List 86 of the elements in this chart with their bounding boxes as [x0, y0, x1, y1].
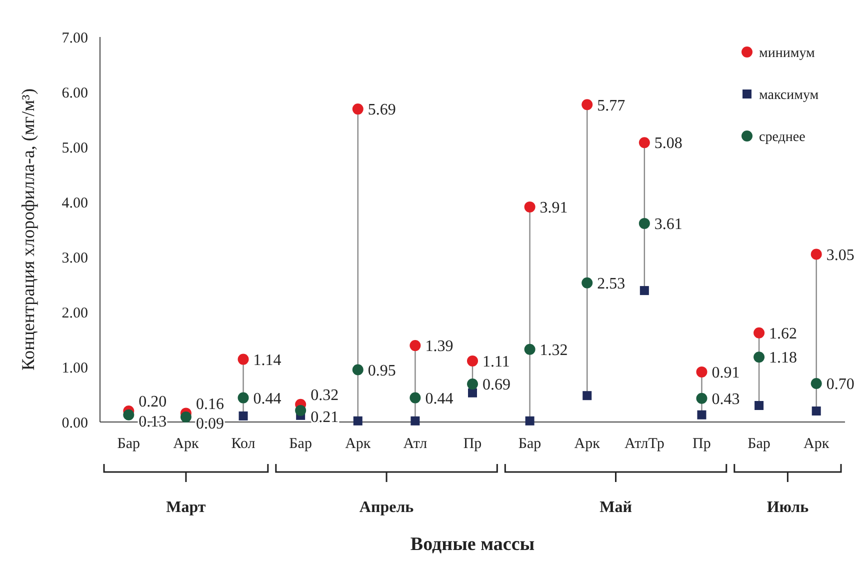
x-axis-title: Водные массы — [410, 534, 535, 555]
text: Апрель — [359, 499, 414, 516]
data-label: 0.32 — [310, 387, 339, 404]
data-label: 5.77 — [597, 97, 626, 114]
data-label: 0.44 — [253, 390, 282, 408]
y-tick-label: 1.00 — [62, 360, 88, 376]
point — [754, 327, 765, 338]
data-label: 5.08 — [654, 135, 682, 152]
text: Май — [600, 499, 632, 516]
point — [697, 410, 706, 420]
point — [524, 344, 536, 355]
x-tick-label: Пр — [692, 436, 711, 452]
y-tick-label: 7.00 — [62, 30, 88, 46]
x-tick-label: Атл — [403, 436, 428, 452]
point — [467, 378, 478, 390]
legend-label: среднее — [759, 130, 806, 145]
point — [468, 388, 477, 398]
x-tick-label: Бар — [748, 436, 770, 452]
point — [812, 406, 821, 416]
point — [238, 411, 248, 420]
point — [582, 391, 592, 400]
data-label: 3.61 — [654, 216, 682, 234]
x-tick-label: АтлТр — [624, 436, 664, 452]
point — [238, 354, 249, 365]
point — [410, 392, 421, 404]
data-label: 0.44 — [425, 390, 454, 408]
data-label: 1.39 — [425, 338, 454, 356]
point — [582, 99, 593, 110]
data-label: 0.20 — [138, 394, 167, 411]
data-label: 0.91 — [712, 364, 740, 382]
data-label: 0.43 — [712, 390, 740, 408]
point — [696, 392, 708, 404]
x-tick-label: Бар — [289, 436, 312, 452]
y-tick-label: 6.00 — [62, 85, 88, 102]
data-label: 3.05 — [826, 246, 854, 264]
x-tick-label: Кол — [231, 436, 256, 452]
y-tick-label: 2.00 — [62, 305, 88, 322]
point — [525, 416, 534, 426]
x-tick-label: Пр — [463, 436, 482, 452]
x-tick-label: Арк — [574, 436, 601, 452]
y-tick-label: 3.00 — [62, 250, 88, 266]
point — [410, 340, 421, 352]
point — [810, 248, 822, 260]
point — [467, 355, 478, 366]
legend-label: минимум — [759, 46, 816, 61]
data-label: 1.32 — [540, 342, 568, 359]
data-label: 1.11 — [482, 354, 510, 371]
data-label: 5.69 — [368, 102, 396, 119]
legend-label: максимум — [759, 88, 819, 103]
y-tick-label: 5.00 — [62, 140, 88, 156]
data-label: 0.70 — [826, 376, 854, 394]
point — [352, 104, 364, 115]
text: Июль — [766, 499, 810, 516]
point — [754, 401, 764, 410]
point — [238, 392, 249, 404]
point — [582, 277, 593, 288]
data-label: 0.95 — [368, 362, 396, 380]
point — [810, 378, 822, 389]
point — [640, 286, 649, 296]
point — [524, 201, 536, 212]
point — [410, 416, 420, 426]
point — [638, 137, 650, 148]
y-tick-label: 4.00 — [62, 195, 88, 212]
x-tick-label: Арк — [173, 436, 200, 452]
x-tick-label: Бар — [518, 436, 542, 452]
point — [123, 409, 134, 420]
x-tick-label: Арк — [804, 436, 830, 452]
data-label: 1.18 — [769, 350, 798, 367]
point — [638, 218, 650, 229]
data-label: 1.62 — [769, 326, 798, 342]
y-tick-label: 0.00 — [62, 415, 88, 432]
point — [696, 366, 708, 378]
point — [352, 364, 364, 376]
y-axis-title: Концентрация хлорофилла-a, (мг/м³) — [18, 88, 38, 370]
data-label: 0.16 — [196, 396, 224, 413]
point — [353, 416, 362, 426]
text: Март — [166, 499, 206, 516]
point — [180, 412, 192, 423]
x-tick-label: Бар — [117, 436, 140, 452]
point — [295, 404, 306, 416]
data-label: 1.14 — [253, 352, 282, 369]
data-label: 3.91 — [540, 200, 568, 217]
data-label: 2.53 — [597, 275, 626, 292]
x-tick-label: Арк — [345, 436, 372, 452]
point — [754, 352, 765, 363]
data-label: 0.69 — [482, 376, 510, 394]
